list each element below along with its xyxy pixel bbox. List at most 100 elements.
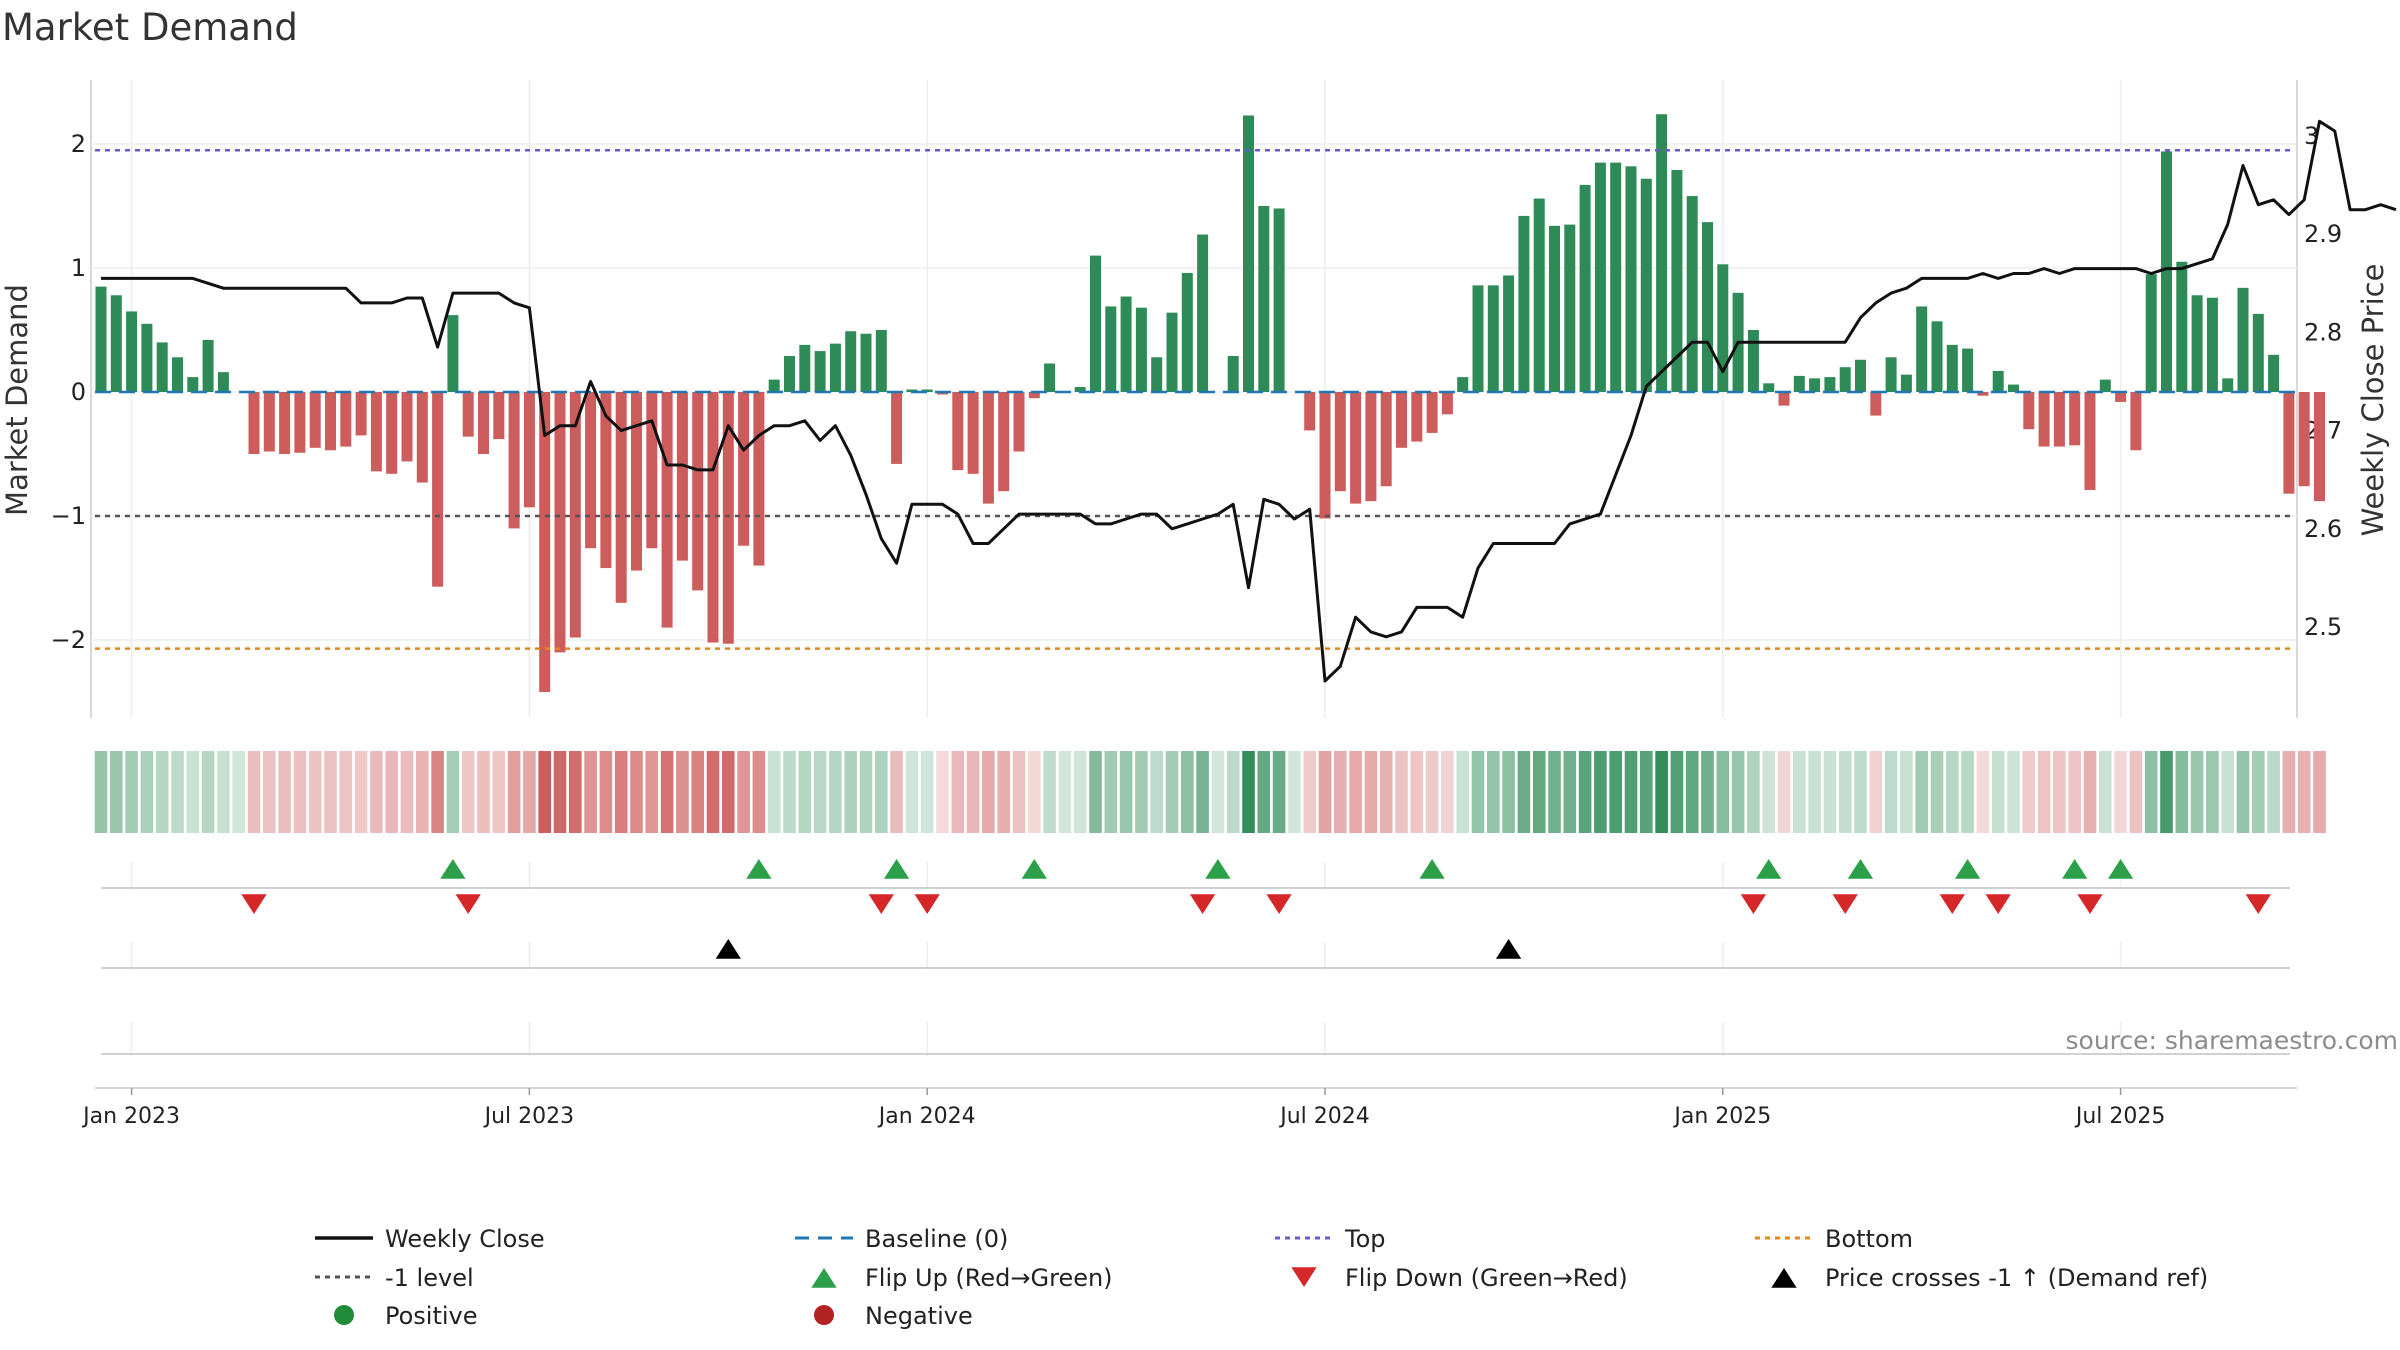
source-note: source: sharemaestro.com	[2066, 1026, 2399, 1055]
demand-bar	[1304, 392, 1316, 431]
heat-cell	[569, 751, 582, 833]
heat-cell	[1976, 751, 1990, 833]
demand-bar	[1411, 392, 1423, 442]
heat-cell	[2313, 751, 2326, 833]
heat-cell	[1364, 751, 1378, 833]
heat-cell	[1334, 751, 1347, 833]
heat-cell	[1135, 751, 1148, 833]
flip-down-marker	[914, 894, 940, 914]
y2-tick-label: 2.8	[2304, 318, 2342, 346]
heat-cell	[201, 751, 215, 833]
heat-cell	[308, 751, 322, 833]
price-cross-panel	[101, 939, 2290, 970]
heat-cell	[1089, 751, 1102, 833]
demand-bar	[2115, 392, 2127, 402]
heat-cell	[752, 751, 766, 833]
x-tick-label: Jan 2023	[81, 1104, 180, 1129]
demand-bar	[2176, 261, 2188, 392]
demand-bar	[432, 392, 444, 587]
heat-cell	[1777, 751, 1791, 833]
heat-cell	[2160, 751, 2173, 833]
demand-bar	[1793, 375, 1805, 392]
legend-entry-label: Bottom	[1825, 1225, 1913, 1253]
demand-bar	[1044, 363, 1056, 392]
heat-cell	[1181, 751, 1194, 833]
heat-cell	[1884, 751, 1898, 833]
heat-cell	[1624, 751, 1638, 833]
flip-down-marker	[1985, 894, 2011, 914]
flip-down-marker	[1266, 894, 1292, 914]
flip-up-marker	[440, 859, 466, 879]
demand-bar	[370, 392, 382, 472]
heat-cell	[859, 751, 873, 833]
demand-bar	[1166, 312, 1178, 392]
demand-bar	[217, 372, 229, 392]
flip-up-marker	[1021, 859, 1047, 879]
flip-down-marker	[241, 894, 267, 914]
legend: Weekly Close Baseline (0) Top Bottom -1 leve…	[315, 1225, 2208, 1330]
demand-bar	[355, 392, 367, 436]
demand-bar	[263, 392, 275, 452]
heat-cell	[829, 751, 842, 833]
heat-cell	[599, 751, 613, 833]
heat-cell	[1012, 751, 1026, 833]
demand-bar	[1717, 264, 1729, 392]
heat-cell	[1043, 751, 1056, 833]
heat-cell	[737, 751, 750, 833]
demand-bar	[982, 392, 994, 504]
demand-bar	[493, 392, 505, 440]
demand-bar	[2038, 392, 2050, 447]
heat-cell	[354, 751, 368, 833]
demand-bar	[248, 392, 260, 454]
demand-bar	[615, 392, 627, 603]
legend-swatch-triangle-up	[1771, 1268, 1797, 1288]
heat-cell	[1640, 751, 1653, 833]
heat-cell	[1288, 751, 1301, 833]
y-tick-label: −2	[51, 626, 86, 654]
demand-bar	[829, 343, 841, 392]
heat-cell	[1594, 751, 1607, 833]
demand-bar	[1533, 198, 1545, 392]
heat-cell	[2267, 751, 2280, 833]
demand-bar	[1549, 225, 1560, 392]
heat-cell	[966, 751, 980, 833]
heat-cell	[767, 751, 781, 833]
demand-bar	[1487, 285, 1499, 392]
demand-bar	[1809, 378, 1821, 392]
heat-cell	[1762, 751, 1775, 833]
weekly-close-series	[101, 119, 2397, 683]
demand-bar	[340, 392, 352, 447]
demand-bar	[768, 379, 780, 392]
heat-cell	[1318, 751, 1332, 833]
heat-cell	[523, 751, 536, 833]
heat-cell	[2190, 751, 2204, 833]
heat-cell	[1655, 751, 1668, 833]
y2-tick-label: 2.6	[2304, 515, 2342, 543]
flip-down-marker	[455, 894, 481, 914]
flip-up-marker	[1205, 859, 1231, 879]
demand-bar	[202, 339, 214, 392]
heat-cell	[2221, 751, 2234, 833]
heat-cell	[1609, 751, 1622, 833]
demand-bar	[401, 392, 413, 462]
heat-cell	[660, 751, 674, 833]
heat-cell	[1257, 751, 1271, 833]
demand-bar	[1564, 224, 1576, 392]
y2-tick-label: 2.9	[2304, 220, 2342, 248]
heat-cell	[1793, 751, 1806, 833]
y2-ticks: 32.92.82.72.62.5	[2304, 122, 2342, 641]
demand-bar	[585, 392, 597, 549]
demand-bar	[508, 392, 520, 529]
heat-cell	[186, 751, 200, 833]
demand-bar	[646, 392, 658, 549]
reference-lines	[95, 148, 2295, 650]
demand-bar	[1870, 392, 1882, 416]
heat-cell	[1869, 751, 1883, 833]
heat-cell	[1487, 751, 1500, 833]
heat-cell	[553, 751, 567, 833]
demand-bar	[722, 392, 734, 644]
demand-bar	[2084, 392, 2096, 490]
heat-cell	[1808, 751, 1821, 833]
demand-bar	[921, 389, 933, 392]
heat-cell	[492, 751, 506, 833]
